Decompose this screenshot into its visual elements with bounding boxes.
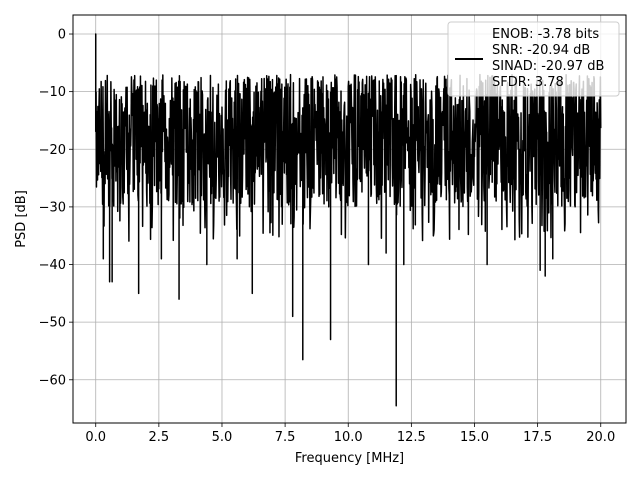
legend-entry-enob: ENOB: -3.78 bits xyxy=(492,27,599,42)
y-tick-label: −20 xyxy=(39,143,66,158)
x-tick-label: 20.0 xyxy=(586,430,615,445)
x-tick-label: 15.0 xyxy=(460,430,489,445)
y-tick-label: −10 xyxy=(39,85,66,100)
legend-entry-sinad: SINAD: -20.97 dB xyxy=(492,59,604,74)
x-tick-label: 0.0 xyxy=(85,430,106,445)
y-tick-label: 0 xyxy=(58,28,66,43)
x-tick-label: 17.5 xyxy=(523,430,552,445)
x-tick-label: 5.0 xyxy=(212,430,233,445)
x-tick-label: 12.5 xyxy=(397,430,426,445)
x-tick-label: 10.0 xyxy=(334,430,363,445)
y-tick-label: −40 xyxy=(39,258,66,273)
series-layer xyxy=(94,33,602,407)
psd-series-line xyxy=(94,33,602,407)
x-tick-label: 2.5 xyxy=(149,430,170,445)
x-axis-ticks: 0.0 2.5 5.0 7.5 10.0 12.5 15.0 17.5 20.0 xyxy=(85,423,615,445)
x-tick-label: 7.5 xyxy=(275,430,296,445)
y-tick-label: −60 xyxy=(39,373,66,388)
legend: ENOB: -3.78 bits SNR: -20.94 dB SINAD: -… xyxy=(447,21,620,97)
legend-entry-sfdr: SFDR: 3.78 xyxy=(492,75,564,90)
plot-frame xyxy=(72,14,627,424)
y-tick-label: −50 xyxy=(39,316,66,331)
y-axis-ticks: 0 −10 −20 −30 −40 −50 −60 xyxy=(39,28,73,388)
x-axis-label: Frequency [MHz] xyxy=(295,451,404,466)
y-axis-label: PSD [dB] xyxy=(14,190,29,248)
y-tick-label: −30 xyxy=(39,200,66,215)
legend-entry-snr: SNR: -20.94 dB xyxy=(492,43,590,58)
legend-box xyxy=(447,21,620,97)
